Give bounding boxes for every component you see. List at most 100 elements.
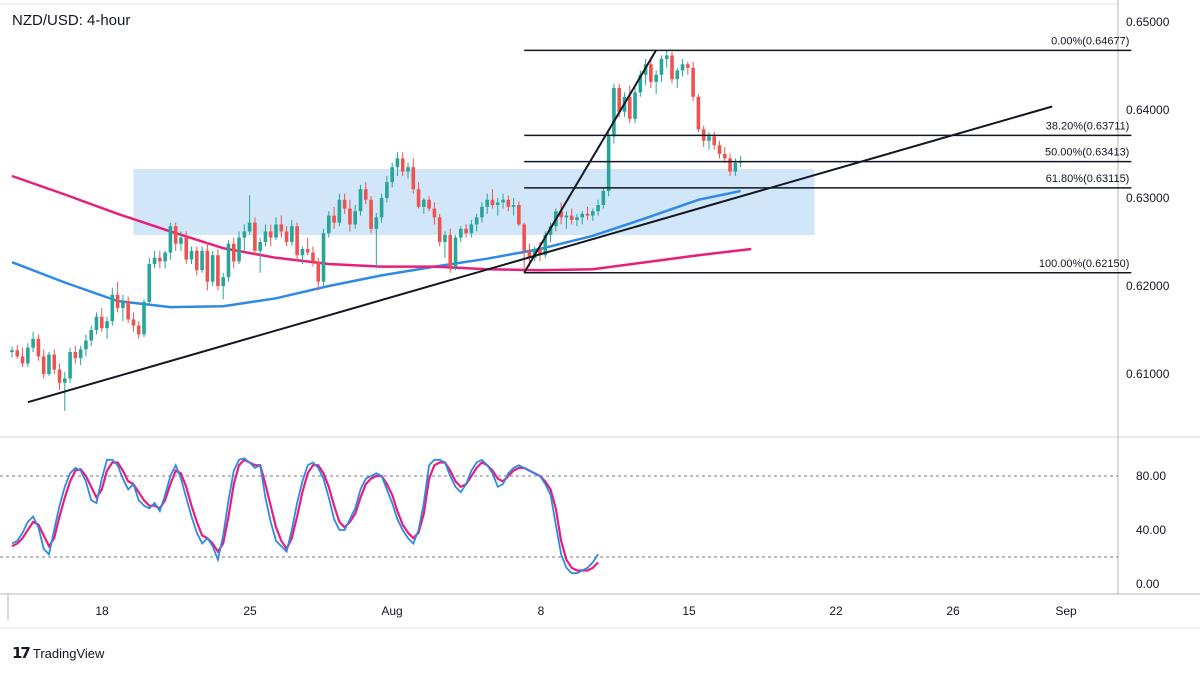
candle-body (358, 189, 363, 212)
time-tick-label: Sep (1055, 604, 1077, 618)
candle-body (31, 338, 35, 348)
candle-body (369, 199, 373, 229)
candle-body (654, 74, 658, 82)
time-tick-label: 22 (829, 604, 843, 618)
candle-body (41, 356, 46, 374)
candle-body (696, 96, 701, 130)
tradingview-logo-icon: 17 (12, 644, 31, 662)
candle-body (210, 255, 215, 282)
candle-body (649, 64, 653, 82)
candle-body (569, 215, 574, 220)
candle-body (432, 208, 437, 218)
candle-body (633, 92, 637, 119)
time-tick-label: 8 (538, 604, 545, 618)
candle-body (464, 228, 468, 234)
candle-body (158, 257, 162, 262)
candle-body (327, 215, 331, 234)
candle-body (543, 234, 548, 256)
candle-body (173, 226, 178, 244)
candle-body (596, 205, 600, 212)
candle-body (617, 88, 621, 112)
candle-body (670, 55, 674, 80)
candle-body (200, 250, 204, 271)
candle-body (99, 316, 104, 329)
candle-body (10, 350, 14, 352)
candle-body (15, 350, 20, 357)
osc-tick-label: 40.00 (1136, 523, 1166, 537)
candle-body (94, 316, 99, 330)
candle-body (538, 249, 542, 256)
candle-body (121, 300, 125, 308)
stoch-signal-line (11, 458, 599, 572)
candle-body (311, 252, 315, 262)
candle-body (712, 136, 717, 146)
candle-body (63, 378, 67, 383)
candle-body (163, 252, 167, 262)
candle-body (332, 215, 336, 223)
candle-body (247, 222, 252, 232)
candle-body (237, 237, 241, 262)
candle-body (575, 217, 579, 220)
candle-body (142, 301, 146, 335)
candle-body (379, 198, 384, 218)
candle-body (443, 234, 447, 242)
candle-body (253, 222, 257, 251)
candle-body (348, 208, 352, 225)
candle-body (231, 243, 236, 262)
candle-body (226, 243, 231, 278)
candle-body (147, 264, 152, 302)
candle-body (136, 325, 141, 335)
candle-body (268, 231, 273, 238)
candle-body (612, 88, 616, 137)
candle-body (205, 250, 210, 282)
candle-body (110, 294, 115, 322)
candle-body (316, 261, 321, 282)
candle-body (422, 199, 426, 207)
candle-body (390, 167, 394, 183)
candle-body (353, 211, 357, 225)
time-tick-label: 18 (95, 604, 109, 618)
candle-body (495, 202, 500, 206)
fib-level-label: 61.80%(0.63115) (1046, 173, 1130, 185)
candle-body (342, 199, 347, 209)
candle-body (274, 224, 278, 238)
time-tick-label: 26 (946, 604, 960, 618)
tradingview-brand-label: TradingView (32, 645, 105, 661)
candle-body (680, 64, 685, 71)
candle-body (321, 233, 326, 282)
candle-body (459, 228, 463, 238)
candle-body (284, 231, 289, 242)
candle-body (411, 167, 416, 190)
candle-body (638, 74, 643, 93)
candle-body (485, 199, 489, 207)
fib-level-label: 100.00%(0.62150) (1039, 258, 1130, 270)
candle-body (664, 55, 669, 59)
candle-body (427, 199, 431, 209)
candle-body (152, 257, 157, 264)
candle-body (728, 158, 732, 172)
candle-body (723, 154, 727, 159)
fib-level-label: 50.00%(0.63413) (1045, 147, 1129, 159)
candle-body (189, 250, 194, 260)
candle-body (242, 231, 247, 238)
fib-swing-line (523, 49, 658, 274)
candle-body (279, 224, 284, 232)
tradingview-logo[interactable]: 17 TradingView (12, 644, 104, 662)
candle-body (691, 67, 695, 97)
candle-body (480, 206, 484, 218)
candle-body (168, 226, 173, 253)
chart-title: NZD/USD: 4-hour (12, 12, 131, 29)
candle-body (627, 96, 632, 119)
candle-body (221, 277, 225, 286)
candle-body (105, 321, 109, 329)
candle-body (385, 182, 389, 198)
candle-body (126, 300, 130, 320)
candle-body (606, 136, 611, 191)
fib-level-label: 38.20%(0.63711) (1046, 120, 1130, 132)
candle-body (406, 167, 410, 172)
candle-body (26, 347, 30, 364)
candle-body (522, 224, 526, 251)
candle-body (490, 199, 495, 206)
osc-tick-label: 0.00 (1136, 577, 1160, 591)
